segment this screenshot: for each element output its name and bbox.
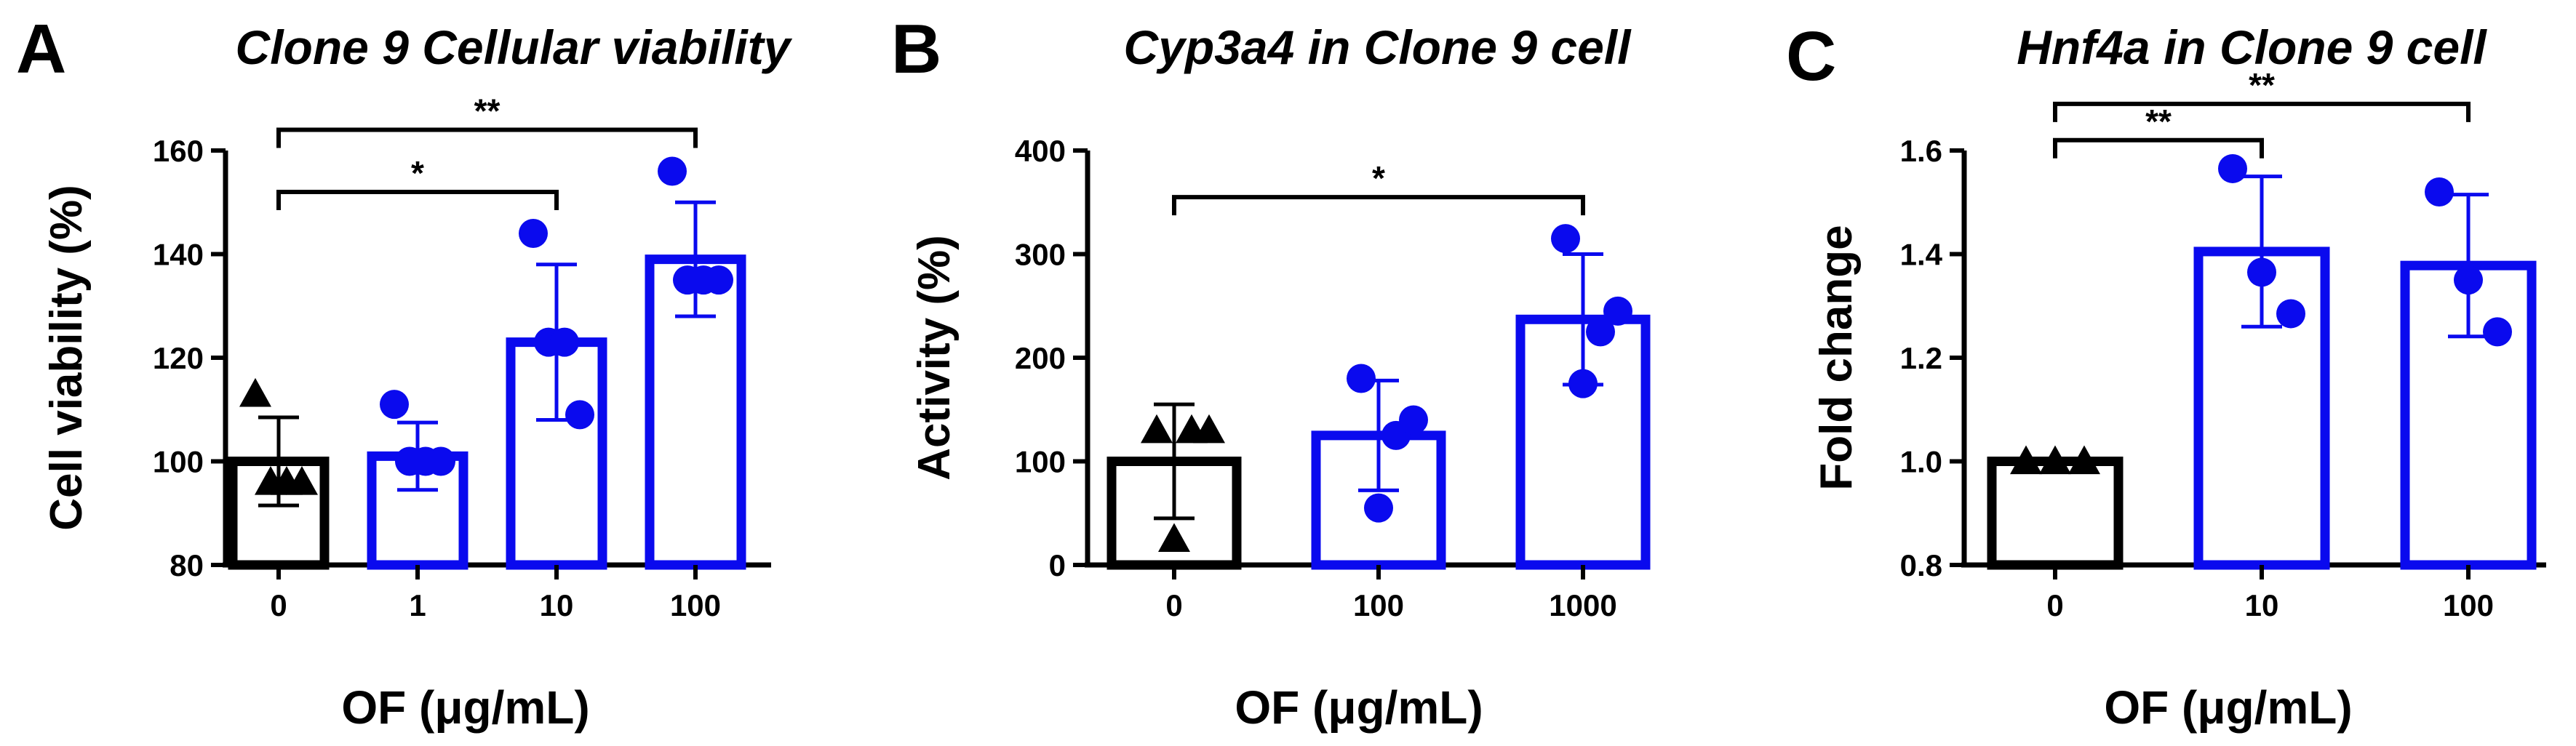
significance-bracket-b-0 [1172,195,1585,216]
panel-title-b: Cyp3a4 in Clone 9 cell [1124,20,1632,74]
data-point-b-2-2 [1603,296,1632,326]
y-tick-label-c-3: 1.4 [1900,238,1943,272]
data-point-a-1-0 [380,390,409,420]
y-tick-label-c-0: 0.8 [1900,548,1942,582]
y-tick-label-b-4: 400 [1015,134,1066,168]
panel-letter-a: A [16,10,66,88]
y-tick-label-c-2: 1.2 [1900,341,1942,375]
y-axis-label-c: Fold change [1811,225,1862,490]
data-point-b-0-0 [1141,414,1173,444]
data-point-a-2-3 [565,400,594,430]
x-tick-label-b-0: 0 [1165,588,1182,622]
significance-label-c-1: ** [2249,66,2275,104]
data-point-c-2-0 [2425,177,2454,206]
significance-label-a-0: * [411,154,424,192]
y-tick-label-b-2: 200 [1015,341,1066,375]
panel-letter-b: B [891,10,941,88]
significance-bracket-a-1 [276,127,698,148]
x-tick-label-a-0: 0 [270,588,287,622]
x-tick-label-b-1: 100 [1353,588,1404,622]
plot-area-b: 0 100 200 300 400 0 100 1000 * [1015,134,1651,622]
data-point-c-1-1 [2247,257,2276,287]
x-tick-label-c-1: 10 [2245,588,2279,622]
significance-bracket-c-1 [2053,101,2471,122]
data-point-b-2-3 [1568,369,1598,398]
y-tick-label-b-1: 100 [1015,445,1066,479]
panel-a: A Clone 9 Cellular viability Cell viabil… [16,10,793,734]
data-point-c-0-2 [2068,445,2100,475]
data-point-a-3-3 [704,265,733,295]
panel-title-a: Clone 9 Cellular viability [236,20,793,74]
panel-title-c: Hnf4a in Clone 9 cell [2017,20,2487,74]
data-point-b-2-1 [1586,317,1615,347]
y-tick-label-a-2: 120 [153,341,204,375]
data-point-c-0-0 [2010,445,2042,475]
significance-label-c-0: ** [2145,103,2172,140]
data-point-a-0-3 [286,466,318,495]
y-tick-label-c-1: 1.0 [1900,445,1942,479]
x-axis-label-c: OF (μg/mL) [2104,681,2352,734]
bar-c-0 [1987,457,2124,570]
data-point-c-0-1 [2039,445,2071,475]
y-tick-label-a-4: 160 [153,134,204,168]
y-tick-label-a-3: 140 [153,238,204,272]
data-point-c-1-2 [2276,299,2305,329]
y-axis-label-b: Activity (%) [909,235,960,481]
data-point-a-0-0 [239,377,271,407]
panel-b: B Cyp3a4 in Clone 9 cell Activity (%) OF… [891,10,1651,734]
y-axis-label-a: Cell viability (%) [41,185,92,530]
x-tick-label-c-2: 100 [2443,588,2494,622]
data-point-c-2-2 [2483,317,2512,347]
significance-label-a-1: ** [474,92,501,130]
x-tick-label-b-2: 1000 [1549,588,1616,622]
y-tick-label-a-0: 80 [170,548,204,582]
x-axis-label-b: OF (μg/mL) [1235,681,1483,734]
x-tick-label-c-0: 0 [2046,588,2063,622]
x-tick-label-a-1: 1 [409,588,426,622]
data-point-a-1-3 [426,446,455,476]
data-point-b-1-0 [1347,364,1376,393]
significance-bracket-c-0 [2053,137,2264,159]
data-point-b-2-0 [1551,224,1580,254]
significance-bracket-a-0 [276,190,559,210]
data-point-a-2-0 [519,219,548,248]
data-point-b-0-3 [1158,523,1190,552]
data-point-c-1-0 [2218,153,2247,183]
data-point-b-1-3 [1364,493,1393,523]
y-tick-label-a-1: 100 [153,445,204,479]
data-point-a-3-0 [658,156,687,186]
significance-label-b-0: * [1372,159,1385,197]
data-point-b-0-2 [1193,414,1225,444]
y-tick-label-b-3: 300 [1015,238,1066,272]
data-point-a-2-2 [550,327,579,357]
panel-c: C Hnf4a in Clone 9 cell Fold change OF (… [1786,17,2546,734]
data-point-b-1-2 [1399,405,1428,435]
x-axis-label-a: OF (μg/mL) [341,681,589,734]
x-tick-label-a-3: 100 [670,588,721,622]
y-tick-label-c-4: 1.6 [1900,134,1942,168]
x-tick-label-a-2: 10 [540,588,574,622]
panel-letter-c: C [1786,17,1836,95]
data-point-c-2-1 [2454,265,2483,295]
y-tick-label-b-0: 0 [1049,548,1066,582]
plot-area-c: 0.8 1.0 1.2 1.4 1.6 0 10 100 ** ** [1900,66,2537,622]
